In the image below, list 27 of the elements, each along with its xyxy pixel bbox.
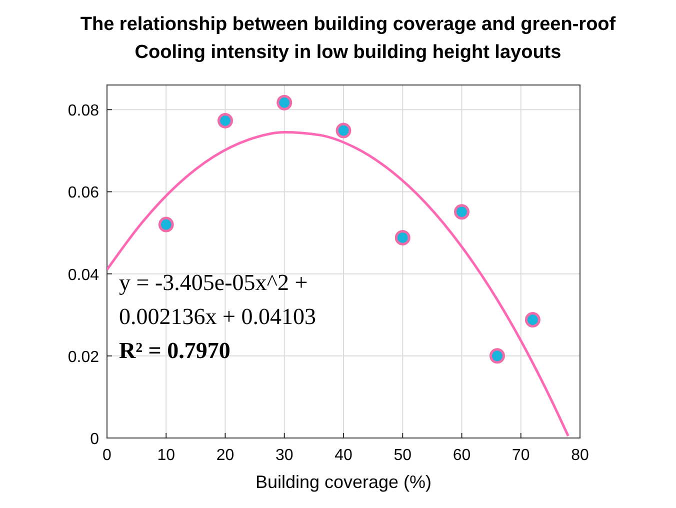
x-tick-label: 20 — [216, 447, 234, 464]
point — [158, 216, 174, 232]
y-tick-label: 0.02 — [68, 348, 100, 366]
y-tick-label: 0.04 — [68, 266, 100, 284]
point — [336, 122, 352, 138]
x-tick-label: 60 — [452, 447, 471, 464]
point — [394, 230, 410, 246]
x-tick-label: 0 — [102, 447, 112, 464]
x-tick-label: 10 — [157, 447, 176, 464]
annotation: R² = 0.7970 — [119, 338, 230, 363]
x-tick-label: 40 — [334, 447, 352, 464]
point — [218, 112, 233, 128]
line-series — [107, 130, 570, 438]
point — [524, 312, 540, 328]
y-tick-label: 0 — [90, 431, 100, 448]
x-tick-label: 70 — [512, 447, 530, 464]
y-tick-label: 0.08 — [68, 102, 100, 120]
chart-title: The relationship between building coverage and green-roof Cooling intensity in low building height layouts — [80, 14, 616, 63]
x-axis-title: Building coverage (%) — [255, 472, 432, 492]
point — [489, 348, 505, 364]
annotation: y = -3.405e-05x^2 + 0.002136x + 0.04103 — [119, 270, 316, 329]
point — [454, 204, 470, 220]
y-tick-label: 0.06 — [68, 184, 100, 202]
x-tick-label: 80 — [571, 447, 589, 464]
x-tick-label: 50 — [394, 447, 412, 464]
x-tick-label: 30 — [275, 447, 294, 464]
point — [276, 94, 292, 110]
